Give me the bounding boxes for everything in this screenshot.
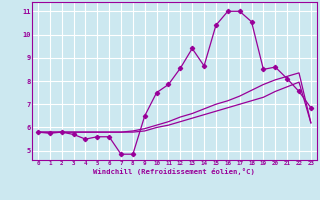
X-axis label: Windchill (Refroidissement éolien,°C): Windchill (Refroidissement éolien,°C): [93, 168, 255, 175]
